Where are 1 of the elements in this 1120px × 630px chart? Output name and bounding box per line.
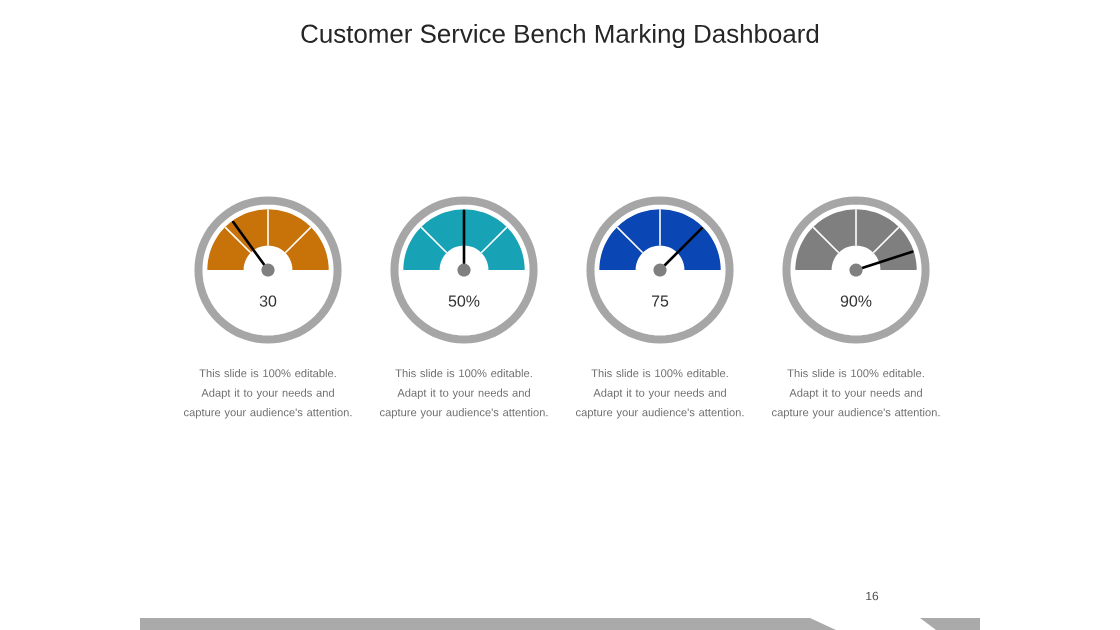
text: Customer Service Bench Marking Dashboard xyxy=(301,23,819,49)
